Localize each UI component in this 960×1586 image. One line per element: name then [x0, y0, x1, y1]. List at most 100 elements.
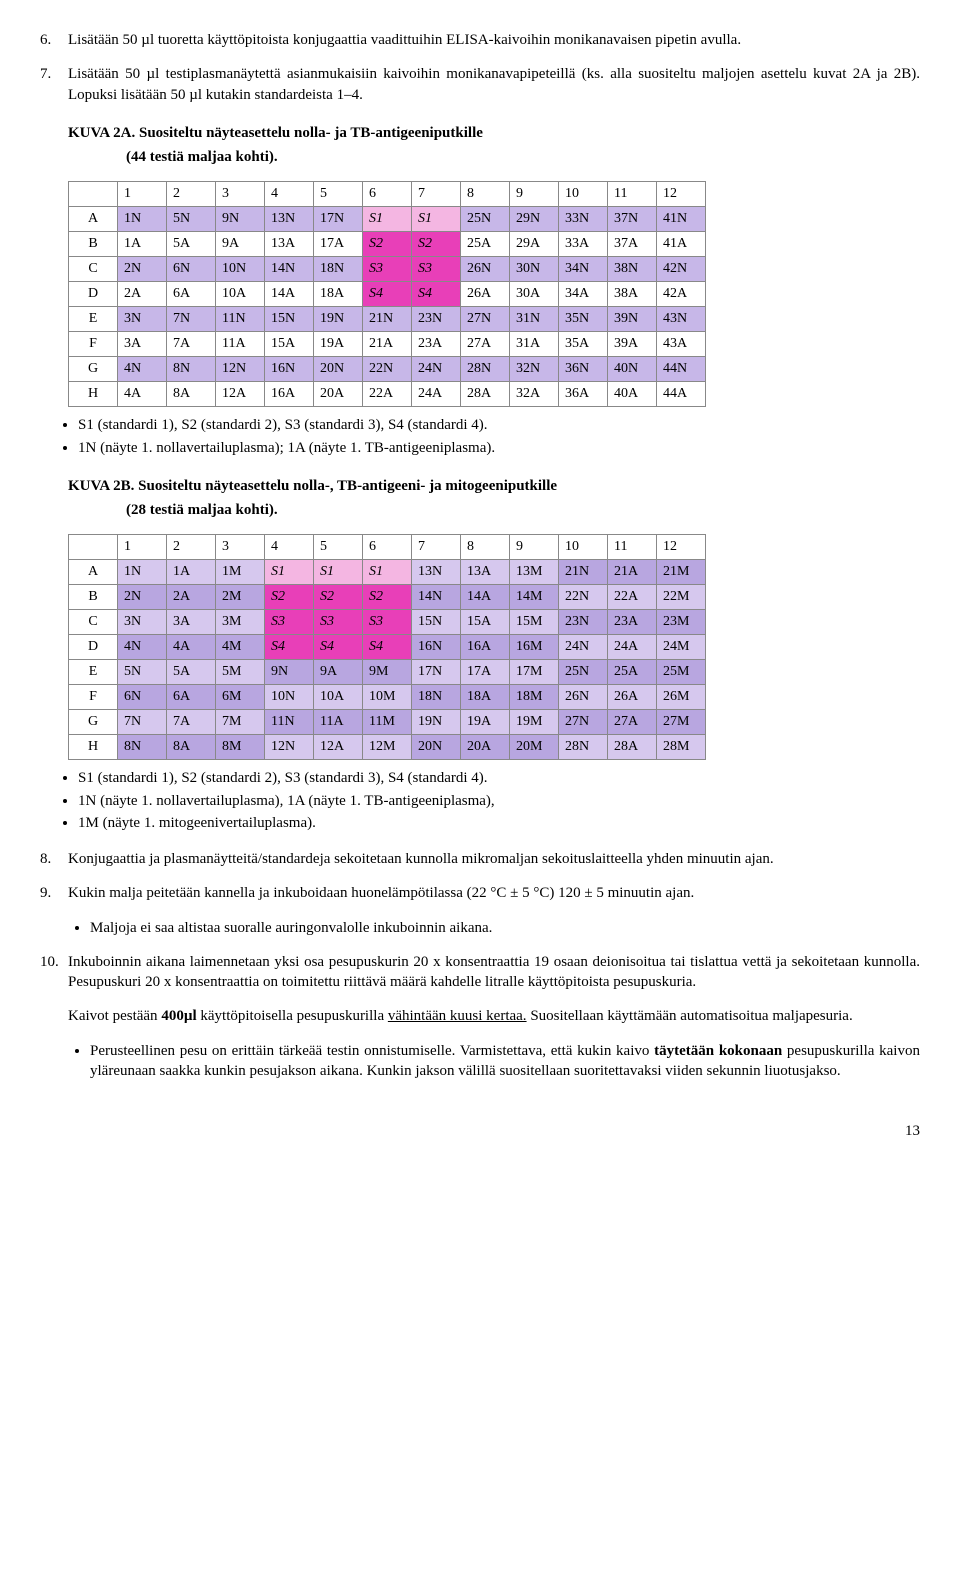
plate-cell: 5A [167, 660, 216, 685]
plate-cell: 27N [559, 710, 608, 735]
plate-cell: 16N [412, 635, 461, 660]
plate-cell: S3 [363, 257, 412, 282]
plate-cell: 7A [167, 710, 216, 735]
plate-cell: 26A [461, 282, 510, 307]
plate-cell: 15N [412, 610, 461, 635]
plate-cell: 12A [314, 735, 363, 760]
plate-cell: 10A [216, 282, 265, 307]
row-header: G [69, 710, 118, 735]
plate-cell: 11M [363, 710, 412, 735]
plate-cell: 25N [559, 660, 608, 685]
plate-cell: S1 [363, 560, 412, 585]
bullet-item: 1N (näyte 1. nollavertailuplasma), 1A (n… [78, 791, 920, 811]
corner-cell [69, 182, 118, 207]
plate-cell: 22A [363, 382, 412, 407]
plate-cell: 22N [559, 585, 608, 610]
plate-cell: 3A [118, 332, 167, 357]
col-header: 11 [608, 182, 657, 207]
plate-cell: S3 [314, 610, 363, 635]
plate-cell: 24M [657, 635, 706, 660]
plate-cell: 38A [608, 282, 657, 307]
plate-cell: 16M [510, 635, 559, 660]
plate-cell: 17N [412, 660, 461, 685]
plate-cell: 9A [314, 660, 363, 685]
kuva2a-sub: (44 testiä maljaa kohti). [126, 147, 920, 167]
col-header: 6 [363, 535, 412, 560]
plate-cell: 27A [608, 710, 657, 735]
plate-cell: 15A [461, 610, 510, 635]
plate-cell: 20N [412, 735, 461, 760]
row-header: D [69, 635, 118, 660]
bullet-item: S1 (standardi 1), S2 (standardi 2), S3 (… [78, 415, 920, 435]
plate-cell: 13M [510, 560, 559, 585]
plate-cell: S1 [363, 207, 412, 232]
row-header: G [69, 357, 118, 382]
plate-cell: 8M [216, 735, 265, 760]
wash-bullets: Perusteellinen pesu on erittäin tärkeää … [90, 1041, 920, 1082]
plate-table-2b: 123456789101112A1N1A1MS1S1S113N13A13M21N… [68, 534, 706, 760]
plate-cell: 34N [559, 257, 608, 282]
plate-cell: 22A [608, 585, 657, 610]
plate-cell: S2 [363, 585, 412, 610]
plate-cell: 20N [314, 357, 363, 382]
plate-cell: 2A [118, 282, 167, 307]
plate-cell: 22N [363, 357, 412, 382]
para8-num: 8. [40, 849, 68, 869]
para7-text: Lisätään 50 µl testiplasmanäytettä asian… [68, 64, 920, 105]
col-header: 8 [461, 535, 510, 560]
row-header: E [69, 307, 118, 332]
col-header: 11 [608, 535, 657, 560]
plate-cell: 14A [265, 282, 314, 307]
plate-cell: 29N [510, 207, 559, 232]
row-header: H [69, 382, 118, 407]
kuva2a-title: KUVA 2A. Suositeltu näyteasettelu nolla-… [68, 123, 920, 143]
wash-t3: Suositellaan käyttämään automatisoitua m… [527, 1008, 853, 1024]
plate-cell: 1A [118, 232, 167, 257]
plate-cell: S4 [314, 635, 363, 660]
plate-cell: 5A [167, 232, 216, 257]
plate-cell: 3N [118, 307, 167, 332]
plate-cell: 13A [265, 232, 314, 257]
plate-cell: 43A [657, 332, 706, 357]
plate-table-2a: 123456789101112A1N5N9N13N17NS1S125N29N33… [68, 181, 706, 407]
plate-cell: 4N [118, 635, 167, 660]
row-header: A [69, 560, 118, 585]
paragraph-6: 6. Lisätään 50 µl tuoretta käyttöpitoist… [40, 30, 920, 50]
plate-cell: 14N [265, 257, 314, 282]
plate-cell: 19M [510, 710, 559, 735]
plate-cell: 35A [559, 332, 608, 357]
plate-cell: 23A [608, 610, 657, 635]
plate-cell: 15A [265, 332, 314, 357]
plate-cell: 24N [559, 635, 608, 660]
plate-cell: 21N [559, 560, 608, 585]
plate-cell: 25A [608, 660, 657, 685]
col-header: 9 [510, 182, 559, 207]
row-header: A [69, 207, 118, 232]
plate-cell: 23N [559, 610, 608, 635]
plate-cell: 9N [216, 207, 265, 232]
page-number: 13 [40, 1121, 920, 1141]
plate-cell: 9N [265, 660, 314, 685]
plate-cell: S2 [363, 232, 412, 257]
plate-cell: 28N [461, 357, 510, 382]
plate-cell: 18N [412, 685, 461, 710]
plate-cell: 21A [363, 332, 412, 357]
paragraph-7: 7. Lisätään 50 µl testiplasmanäytettä as… [40, 64, 920, 105]
plate-cell: 4N [118, 357, 167, 382]
col-header: 6 [363, 182, 412, 207]
wash-underline: vähintään kuusi kertaa. [388, 1008, 527, 1024]
plate-cell: S1 [314, 560, 363, 585]
plate-cell: 20A [461, 735, 510, 760]
plate-cell: 32A [510, 382, 559, 407]
plate-cell: 7M [216, 710, 265, 735]
plate-cell: 17A [461, 660, 510, 685]
plate-cell: 27N [461, 307, 510, 332]
plate-cell: 27M [657, 710, 706, 735]
plate-cell: 32N [510, 357, 559, 382]
plate-cell: S2 [265, 585, 314, 610]
para9-text: Kukin malja peitetään kannella ja inkubo… [68, 883, 920, 903]
plate-cell: 17M [510, 660, 559, 685]
corner-cell [69, 535, 118, 560]
plate-cell: 12M [363, 735, 412, 760]
col-header: 5 [314, 182, 363, 207]
